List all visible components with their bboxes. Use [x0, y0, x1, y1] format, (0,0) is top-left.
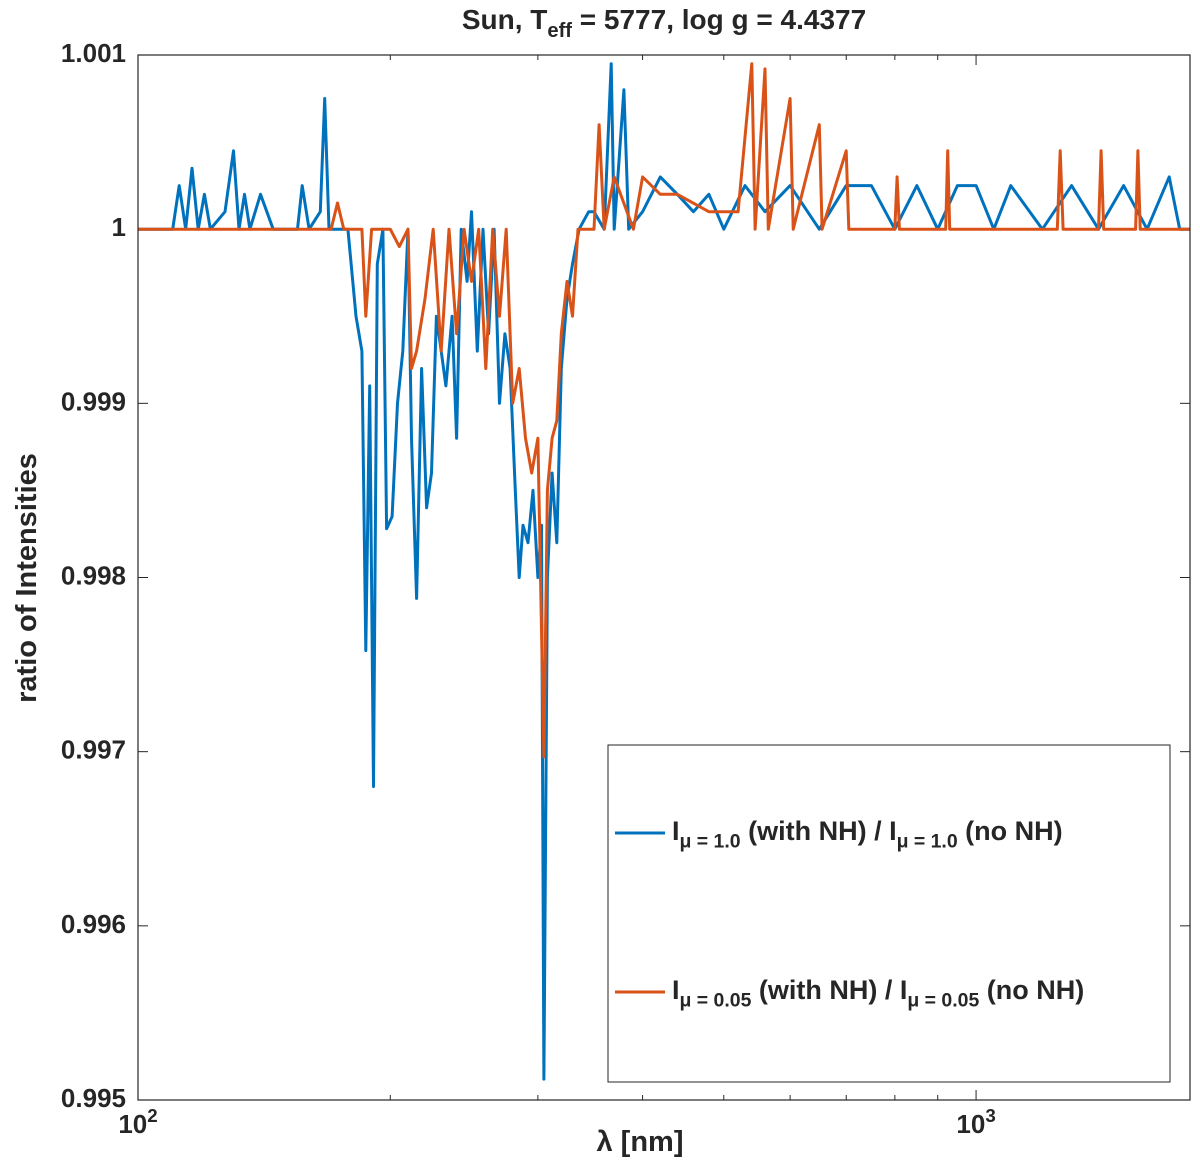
legend-box	[607, 744, 1171, 1083]
legend-label: Iμ = 0.05​ (with NH) / Iμ = 0.05​ (no NH…	[672, 975, 1084, 1011]
y-tick-label: 1.001	[61, 38, 126, 68]
data-line	[138, 62, 1190, 1081]
legend-label: Iμ = 1.0​ (with NH) / Iμ = 1.0​ (no NH)	[672, 816, 1063, 852]
y-tick-label: 0.996	[61, 909, 126, 939]
x-tick-label: 103​	[956, 1105, 995, 1139]
y-tick-label: 0.999	[61, 386, 126, 416]
x-tick-label: 102​	[118, 1105, 157, 1139]
y-tick-label: 0.998	[61, 560, 126, 590]
y-axis-label: ratio of Intensities	[11, 453, 43, 703]
chart-title: Sun, Teff​ = 5777, log g = 4.4377	[462, 4, 866, 42]
y-tick-label: 0.995	[61, 1083, 126, 1113]
plot-frame	[137, 54, 1191, 1101]
x-axis-label: λ [nm]	[597, 1126, 684, 1158]
y-tick-label: 1	[112, 212, 126, 242]
y-tick-label: 0.997	[61, 735, 126, 765]
data-line	[138, 62, 1190, 759]
